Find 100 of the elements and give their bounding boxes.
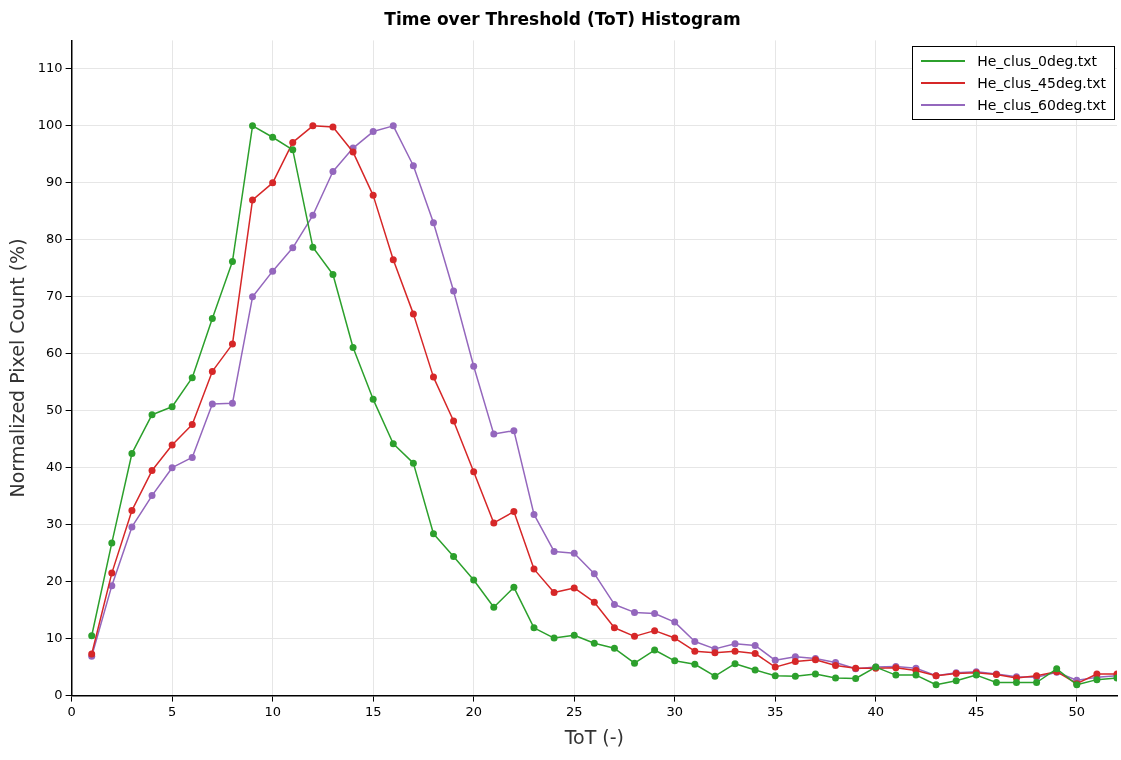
point [751,641,759,649]
point [711,649,719,657]
point [771,656,779,664]
point [470,362,478,370]
point [691,647,699,655]
point [188,453,196,461]
point [791,657,799,665]
x-tick-label: 20 [465,703,482,719]
point [329,271,337,279]
y-tick-label: 60 [46,345,63,361]
point [329,123,337,131]
point [309,211,317,219]
point [429,530,437,538]
point [168,403,176,411]
point [570,631,578,639]
y-axis-title: Normalized Pixel Count (%) [6,238,29,498]
point [369,128,377,136]
point [490,430,498,438]
point [811,670,819,678]
point [249,293,257,301]
point [249,122,257,130]
point [128,449,136,457]
y-tick-label: 100 [37,117,63,133]
point [208,367,216,375]
point [610,644,618,652]
point [892,671,900,679]
y-tick-label: 90 [46,174,63,190]
point [590,598,598,606]
x-axis-title: ToT (-) [563,725,624,748]
point [751,666,759,674]
point [550,547,558,555]
x-tick-label: 40 [867,703,885,719]
point [691,660,699,668]
point [550,588,558,596]
point [289,138,297,146]
point [510,583,518,591]
point [671,618,679,626]
point [1012,679,1020,686]
point [309,243,317,251]
point [349,343,357,351]
point [389,440,397,448]
point [228,399,236,407]
point [470,468,478,476]
y-tick-label: 110 [37,60,63,76]
x-tick-label: 5 [167,703,177,719]
point [148,411,156,419]
point [731,647,739,655]
point [932,681,940,689]
y-tick-label: 50 [46,402,63,418]
point [832,674,840,682]
y-tick-label: 0 [54,686,63,702]
x-tick-label: 50 [1068,703,1086,719]
point [671,634,679,642]
y-tick-label: 10 [46,630,63,645]
y-tick-label: 70 [46,288,63,304]
point [389,256,397,264]
point [610,624,618,632]
point [228,340,236,348]
point [691,637,699,645]
point [128,506,136,514]
point [530,565,538,573]
point [771,663,779,671]
point [912,671,920,679]
point [651,610,659,618]
point [631,632,639,640]
point [168,464,176,472]
point [711,672,719,680]
point [631,659,639,667]
point [490,519,498,527]
point [269,267,277,275]
point [409,459,417,467]
x-tick-label: 0 [67,703,76,719]
point [329,167,337,175]
point [510,427,518,435]
y-tick-label: 40 [46,459,63,475]
point [409,310,417,318]
point [389,122,397,130]
point [1033,679,1041,686]
point [208,400,216,408]
point [791,672,799,680]
x-tick-label: 35 [766,703,784,719]
point [309,122,317,130]
point [852,675,860,683]
point [108,539,116,547]
point [490,603,498,611]
x-tick-label: 30 [666,703,683,719]
point [731,660,739,668]
point [289,244,297,252]
point [148,492,156,500]
x-tick-label: 45 [968,703,985,719]
point [228,257,236,265]
y-tick-label: 20 [46,573,63,589]
point [128,523,136,531]
point [249,196,257,204]
point [168,441,176,449]
y-tick-label: 80 [46,231,63,247]
point [470,576,478,584]
point [530,510,538,518]
point [751,649,759,657]
x-tick-label: 15 [364,703,382,719]
